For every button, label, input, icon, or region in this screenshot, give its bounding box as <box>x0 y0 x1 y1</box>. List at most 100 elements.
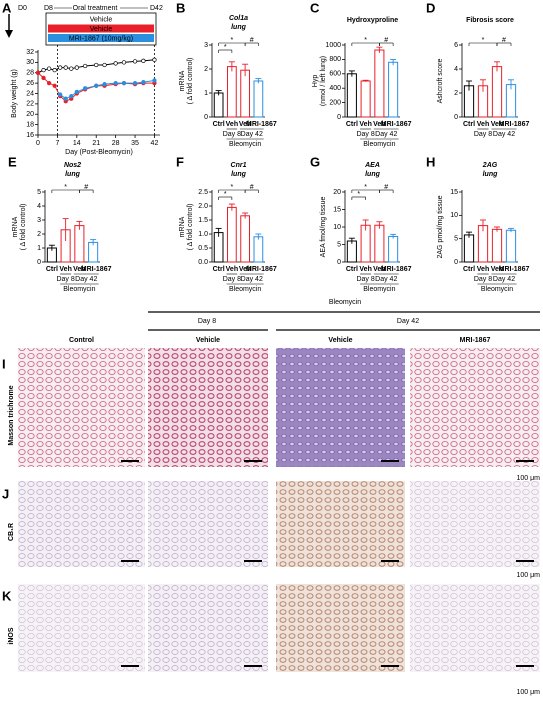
y-tick-label: 2.5 <box>198 189 208 196</box>
chart-title: Hydroxyproline <box>347 17 398 24</box>
data-point <box>74 65 79 70</box>
data-point <box>69 93 74 99</box>
y-tick-label: 26 <box>26 80 34 87</box>
micrograph <box>148 584 268 672</box>
micrograph <box>18 481 145 567</box>
bar <box>346 73 357 118</box>
y-tick-label: 2 <box>37 231 41 238</box>
bar <box>253 236 264 263</box>
scale-label: 100 μm <box>517 475 541 482</box>
data-point <box>41 68 46 73</box>
chart-title: Fibrosis score <box>466 17 514 24</box>
y-tick-label: 0 <box>454 259 458 266</box>
legend-label: MRI-1867 (10mg/kg) <box>69 35 133 42</box>
group-label: Day 8 <box>223 131 241 138</box>
y-tick-label: 1.5 <box>198 217 208 224</box>
group-label: Day 42 <box>375 276 397 283</box>
panel-label: F <box>176 154 184 169</box>
chart-title: AEA <box>364 162 380 169</box>
group-label: Bleomycin <box>363 286 395 293</box>
group-label: Bleomycin <box>63 286 95 293</box>
chart-subtitle: lung <box>231 24 246 31</box>
bar <box>213 92 224 118</box>
data-point <box>113 61 118 66</box>
significance-mark: * <box>357 191 360 198</box>
y-tick-label: 1 <box>37 245 41 252</box>
x-tick-label: Ctrl <box>46 266 58 273</box>
y-axis-label: Body weight (g) <box>11 69 18 118</box>
data-point <box>132 59 138 64</box>
y-tick-label: 0 <box>204 114 208 121</box>
day-label: Day 42 <box>397 318 419 325</box>
x-axis-label: Day (Post-Bleomycin) <box>65 149 133 156</box>
micrograph <box>148 348 268 467</box>
data-point <box>152 78 157 83</box>
data-point <box>35 70 41 75</box>
row-label: iNOS <box>8 627 15 644</box>
scale-label: 100 μm <box>517 689 541 696</box>
significance-mark: * <box>224 191 227 198</box>
y-tick-label: 600 <box>329 71 341 78</box>
x-tick-label: Veh <box>373 121 385 128</box>
group-label: Day 42 <box>75 276 97 283</box>
significance-mark: # <box>250 37 254 44</box>
legend-swatch <box>48 24 154 33</box>
micrograph <box>18 348 145 467</box>
y-axis-label: (nmol / left lung) <box>320 56 327 106</box>
y-tick-label: 10 <box>450 212 458 219</box>
group-label: Bleomycin <box>229 141 261 148</box>
x-tick-label: MRI-1867 <box>381 121 412 128</box>
group-label: Day 8 <box>356 276 374 283</box>
y-tick-label: 200 <box>329 99 341 106</box>
y-tick-label: 1.0 <box>198 231 208 238</box>
y-tick-label: 0.0 <box>198 259 208 266</box>
data-point <box>102 82 107 87</box>
y-tick-label: 20 <box>26 111 34 118</box>
data-point <box>52 83 57 88</box>
y-axis-label: 2AG pmol/mg tissue <box>437 195 444 258</box>
bar <box>227 206 237 263</box>
group-label: Day 42 <box>241 131 263 138</box>
y-tick-label: 32 <box>26 49 34 56</box>
y-axis-label: mRNA <box>12 216 19 237</box>
x-tick-label: Ctrl <box>346 121 358 128</box>
y-axis-label: Hyp <box>312 75 319 88</box>
chart-title: 2AG <box>482 162 498 169</box>
timeline-label: D42 <box>150 5 163 12</box>
significance-mark: * <box>231 37 234 44</box>
significance-mark: * <box>64 184 67 191</box>
y-axis-label: ( Δ fold control) <box>20 204 27 251</box>
y-tick-label: 4 <box>454 66 458 73</box>
data-point <box>94 62 99 68</box>
column-label: Vehicle <box>328 337 352 344</box>
x-tick-label: Ctrl <box>463 266 475 273</box>
group-label: Day 42 <box>493 276 515 283</box>
y-tick-label: 400 <box>329 85 341 92</box>
data-point <box>113 80 118 86</box>
x-tick-label: MRI-1867 <box>246 121 277 128</box>
significance-mark: # <box>384 184 388 191</box>
x-tick-label: MRI-1867 <box>246 266 277 273</box>
x-tick-label: MRI-1867 <box>499 266 530 273</box>
column-label: MRI-1867 <box>460 337 491 344</box>
micrograph <box>410 481 540 567</box>
x-tick-label: MRI-1867 <box>499 121 530 128</box>
group-label: Day 8 <box>223 276 241 283</box>
group-label: Day 42 <box>493 131 515 138</box>
timeline-label: Oral treatment <box>73 5 118 12</box>
x-tick-label: 0 <box>36 140 40 147</box>
x-tick-label: 35 <box>131 140 139 147</box>
day-label: Day 8 <box>198 318 216 325</box>
y-tick-label: 24 <box>26 90 34 97</box>
significance-mark: # <box>502 37 506 44</box>
y-tick-label: 0 <box>454 114 458 121</box>
chart-subtitle: lung <box>65 171 80 178</box>
y-tick-label: 2 <box>454 90 458 97</box>
y-tick-label: 20 <box>333 189 341 196</box>
arrow-head <box>5 30 13 38</box>
x-tick-label: Veh <box>226 121 238 128</box>
data-point <box>41 75 46 81</box>
bar <box>213 232 224 263</box>
group-label: Bleomycin <box>481 286 513 293</box>
